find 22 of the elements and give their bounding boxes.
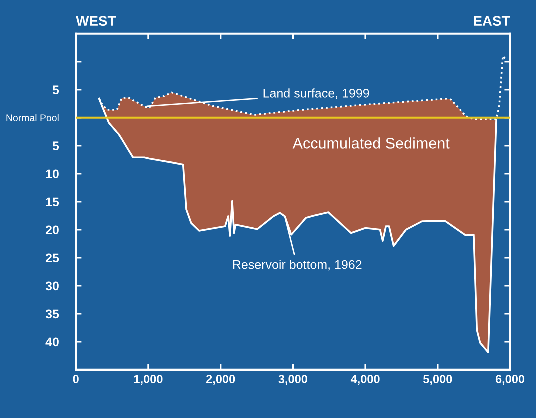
series-label: Reservoir bottom, 1962: [233, 260, 362, 271]
x-tick-label: 5,000: [424, 375, 452, 386]
text: WEST: [76, 16, 116, 26]
x-tick-label: 0: [73, 375, 79, 384]
y-tick-label: 5: [52, 86, 60, 95]
text: EAST: [474, 16, 510, 26]
y-tick-label: 20: [46, 226, 59, 235]
y-tick-label: 35: [46, 310, 60, 319]
y-tick-label: 15: [46, 198, 60, 207]
x-tick-label: 2,000: [206, 375, 236, 386]
x-tick-label: 3,000: [278, 375, 308, 386]
x-tick-label: 1,000: [134, 375, 163, 386]
y-tick-label: 25: [46, 254, 60, 263]
y-tick-label: 5: [52, 142, 60, 151]
x-tick-label: 4,000: [350, 375, 380, 386]
y-tick-label: 10: [46, 170, 59, 179]
y-tick-label: 30: [46, 282, 59, 291]
annotation: Accumulated Sediment: [292, 138, 450, 149]
series-label: Land surface, 1999: [264, 88, 370, 100]
y-tick-label: 40: [46, 338, 59, 347]
x-tick-label: 6,000: [496, 375, 525, 386]
y-tick-label: Normal Pool: [6, 114, 59, 122]
